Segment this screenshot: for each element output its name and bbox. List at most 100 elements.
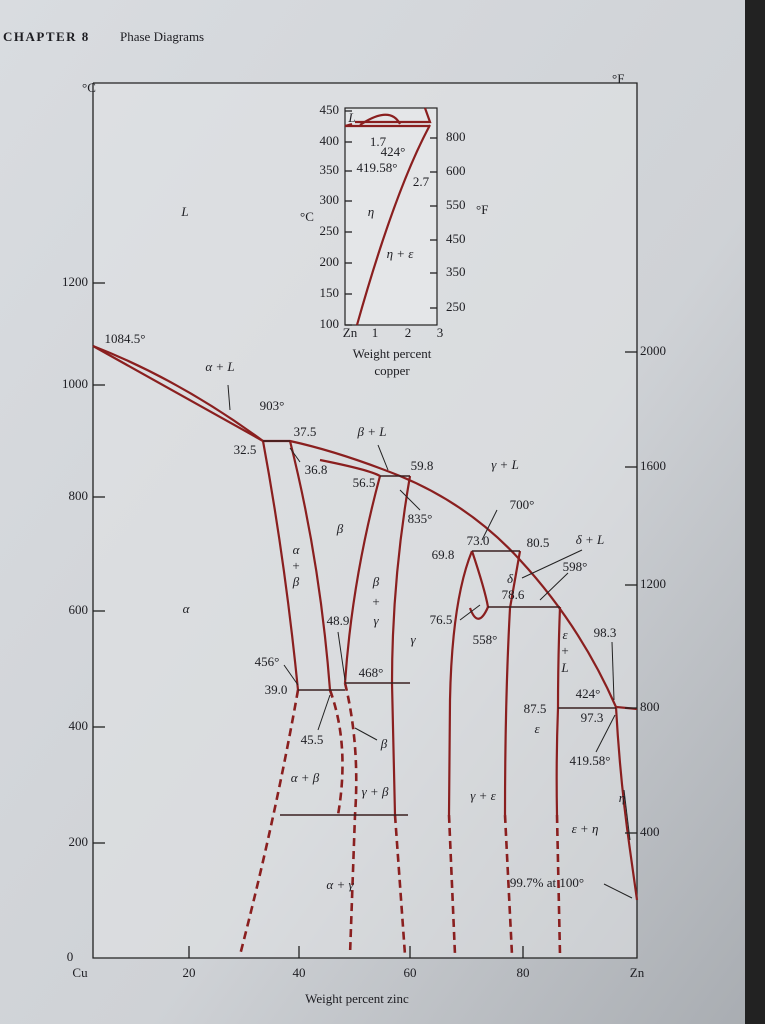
phase-label: 39.0 bbox=[265, 682, 288, 697]
phase-label: γ bbox=[373, 613, 379, 628]
x-tick-label: 40 bbox=[293, 965, 306, 980]
phase-label: δ + L bbox=[576, 532, 605, 547]
chapter-title: Phase Diagrams bbox=[120, 29, 204, 44]
phase-label: ε + η bbox=[572, 821, 599, 836]
inset-y-unit-left: °C bbox=[300, 209, 314, 224]
phase-label: β bbox=[380, 736, 388, 751]
inset-y-tick-left: 200 bbox=[320, 254, 340, 269]
y-tick-label-right: 1600 bbox=[640, 458, 666, 473]
inset-y-tick-left: 100 bbox=[320, 316, 340, 331]
y-tick-label-left: 1000 bbox=[62, 376, 88, 391]
phase-label: 76.5 bbox=[430, 612, 453, 627]
phase-label: α bbox=[293, 542, 301, 557]
inset-y-tick-right: 550 bbox=[446, 197, 466, 212]
inset-y-tick-left: 150 bbox=[320, 285, 340, 300]
phase-label: β bbox=[372, 574, 380, 589]
phase-label: ε bbox=[534, 721, 540, 736]
x-tick-label: 0 bbox=[67, 949, 74, 964]
inset-label: 1.7 bbox=[370, 134, 387, 149]
phase-label: 87.5 bbox=[524, 701, 547, 716]
phase-label: L bbox=[560, 660, 568, 675]
y-tick-label-left: 1200 bbox=[62, 274, 88, 289]
x-tick-label: 20 bbox=[183, 965, 196, 980]
y-tick-label-left: 200 bbox=[69, 834, 89, 849]
phase-label: 419.58° bbox=[570, 753, 611, 768]
inset-label: 419.58° bbox=[357, 160, 398, 175]
x-tick-label: Cu bbox=[72, 965, 88, 980]
phase-label: 69.8 bbox=[432, 547, 455, 562]
phase-label: 99.7% at 100° bbox=[510, 875, 584, 890]
x-tick-label: 80 bbox=[517, 965, 530, 980]
inset-y-tick-right: 450 bbox=[446, 231, 466, 246]
inset-label: 2.7 bbox=[413, 174, 430, 189]
phase-label: 835° bbox=[408, 511, 433, 526]
phase-label: α + L bbox=[205, 359, 234, 374]
y-tick-label-left: 800 bbox=[69, 488, 89, 503]
phase-label: 598° bbox=[563, 559, 588, 574]
x-axis-title: Weight percent zinc bbox=[305, 991, 409, 1006]
inset-boundaries bbox=[344, 107, 432, 326]
inset-x-title: copper bbox=[374, 363, 410, 378]
page-edge bbox=[745, 0, 765, 1024]
inset-label: η bbox=[368, 204, 374, 219]
x-tick-label: 60 bbox=[404, 965, 417, 980]
y-tick-label-right: 2000 bbox=[640, 343, 666, 358]
phase-label: 56.5 bbox=[353, 475, 376, 490]
phase-label: 558° bbox=[473, 632, 498, 647]
phase-label: L bbox=[180, 204, 188, 219]
phase-label: 456° bbox=[255, 654, 280, 669]
x-tick-label: Zn bbox=[630, 965, 645, 980]
inset-y-tick-left: 350 bbox=[320, 162, 340, 177]
phase-label: γ + L bbox=[491, 457, 519, 472]
y-unit-left: °C bbox=[82, 80, 96, 95]
phase-label: 97.3 bbox=[581, 710, 604, 725]
inset-y-tick-right: 600 bbox=[446, 163, 466, 178]
inset-label: 424° bbox=[381, 144, 406, 159]
y-tick-label-right: 800 bbox=[640, 699, 660, 714]
phase-label: 700° bbox=[510, 497, 535, 512]
y-tick-label-left: 400 bbox=[69, 718, 89, 733]
phase-label: β bbox=[292, 574, 300, 589]
phase-boundaries bbox=[92, 344, 639, 956]
phase-label: 903° bbox=[260, 398, 285, 413]
phase-label: α + γ bbox=[326, 877, 354, 892]
phase-label: 37.5 bbox=[294, 424, 317, 439]
phase-label: α + β bbox=[291, 770, 320, 785]
phase-label: α bbox=[183, 601, 191, 616]
inset-y-tick-left: 400 bbox=[320, 133, 340, 148]
phase-label: β + L bbox=[357, 424, 387, 439]
phase-label: 32.5 bbox=[234, 442, 257, 457]
inset-y-tick-right: 800 bbox=[446, 129, 466, 144]
phase-label: 80.5 bbox=[527, 535, 550, 550]
chapter-label: CHAPTER 8 bbox=[3, 29, 90, 44]
phase-label: 48.9 bbox=[327, 613, 350, 628]
inset-y-tick-right: 250 bbox=[446, 299, 466, 314]
inset-y-tick-left: 450 bbox=[320, 102, 340, 117]
y-tick-label-left: 600 bbox=[69, 602, 89, 617]
phase-label: + bbox=[292, 558, 299, 573]
phase-label: 59.8 bbox=[411, 458, 434, 473]
phase-label: + bbox=[372, 594, 379, 609]
inset-x-tick: 3 bbox=[437, 325, 444, 340]
phase-label: γ + ε bbox=[470, 788, 496, 803]
phase-label: 98.3 bbox=[594, 625, 617, 640]
inset-x-tick: Zn bbox=[343, 325, 358, 340]
inset-y-tick-left: 250 bbox=[320, 223, 340, 238]
y-unit-right: °F bbox=[612, 71, 624, 86]
phase-label: β bbox=[336, 521, 344, 536]
y-tick-label-right: 1200 bbox=[640, 576, 666, 591]
inset-y-tick-right: 350 bbox=[446, 264, 466, 279]
inset-label: L bbox=[347, 110, 355, 125]
phase-label: 73.0 bbox=[467, 533, 490, 548]
inset-label: η + ε bbox=[387, 246, 415, 261]
inset-x-title: Weight percent bbox=[353, 346, 432, 361]
leader-lines bbox=[227, 384, 633, 899]
phase-label: 424° bbox=[576, 686, 601, 701]
phase-label: 36.8 bbox=[305, 462, 328, 477]
phase-label: 468° bbox=[359, 665, 384, 680]
phase-label: η bbox=[619, 790, 625, 805]
phase-label: 45.5 bbox=[301, 732, 324, 747]
inset-x-tick: 2 bbox=[405, 325, 412, 340]
